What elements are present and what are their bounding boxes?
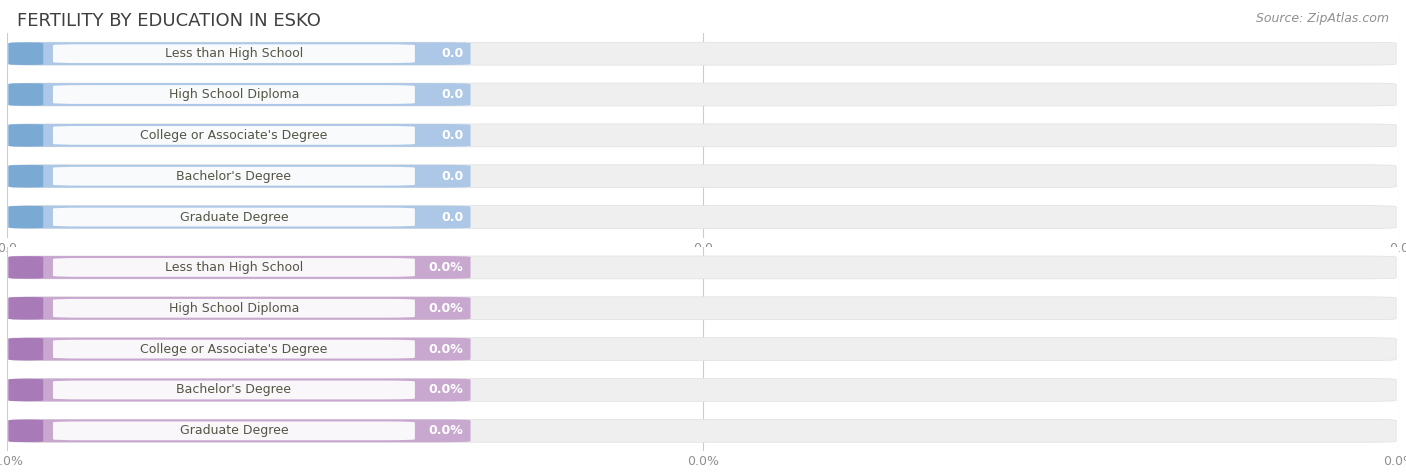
Text: College or Associate's Degree: College or Associate's Degree — [141, 342, 328, 356]
Text: 0.0%: 0.0% — [429, 302, 464, 315]
FancyBboxPatch shape — [10, 297, 1396, 320]
Text: 0.0%: 0.0% — [429, 342, 464, 356]
Text: 0.0%: 0.0% — [429, 424, 464, 437]
FancyBboxPatch shape — [10, 338, 1396, 361]
FancyBboxPatch shape — [8, 256, 44, 279]
Text: Source: ZipAtlas.com: Source: ZipAtlas.com — [1256, 12, 1389, 25]
Text: 0.0: 0.0 — [441, 47, 464, 60]
FancyBboxPatch shape — [10, 83, 1396, 106]
FancyBboxPatch shape — [8, 338, 44, 361]
Text: 0.0%: 0.0% — [429, 383, 464, 397]
FancyBboxPatch shape — [10, 42, 1396, 65]
FancyBboxPatch shape — [10, 379, 1396, 401]
FancyBboxPatch shape — [10, 206, 1396, 228]
Text: High School Diploma: High School Diploma — [169, 88, 299, 101]
FancyBboxPatch shape — [8, 379, 471, 401]
Text: Graduate Degree: Graduate Degree — [180, 424, 288, 437]
FancyBboxPatch shape — [53, 258, 415, 277]
Text: 0.0%: 0.0% — [429, 261, 464, 274]
FancyBboxPatch shape — [8, 419, 44, 442]
FancyBboxPatch shape — [8, 83, 471, 106]
FancyBboxPatch shape — [8, 338, 471, 361]
Text: Less than High School: Less than High School — [165, 261, 304, 274]
Text: 0.0: 0.0 — [441, 129, 464, 142]
Text: Less than High School: Less than High School — [165, 47, 304, 60]
FancyBboxPatch shape — [8, 297, 44, 320]
FancyBboxPatch shape — [8, 206, 44, 228]
FancyBboxPatch shape — [8, 42, 44, 65]
FancyBboxPatch shape — [10, 256, 1396, 279]
FancyBboxPatch shape — [53, 44, 415, 63]
FancyBboxPatch shape — [53, 299, 415, 318]
Text: 0.0: 0.0 — [441, 88, 464, 101]
FancyBboxPatch shape — [8, 256, 471, 279]
Text: Bachelor's Degree: Bachelor's Degree — [176, 383, 291, 397]
Text: Graduate Degree: Graduate Degree — [180, 210, 288, 224]
FancyBboxPatch shape — [10, 124, 1396, 147]
FancyBboxPatch shape — [8, 83, 44, 106]
Text: FERTILITY BY EDUCATION IN ESKO: FERTILITY BY EDUCATION IN ESKO — [17, 12, 321, 30]
FancyBboxPatch shape — [8, 206, 471, 228]
FancyBboxPatch shape — [8, 297, 471, 320]
FancyBboxPatch shape — [53, 421, 415, 440]
FancyBboxPatch shape — [53, 126, 415, 145]
Text: College or Associate's Degree: College or Associate's Degree — [141, 129, 328, 142]
Text: 0.0: 0.0 — [441, 210, 464, 224]
FancyBboxPatch shape — [8, 419, 471, 442]
Text: 0.0: 0.0 — [441, 170, 464, 183]
FancyBboxPatch shape — [53, 340, 415, 359]
Text: High School Diploma: High School Diploma — [169, 302, 299, 315]
FancyBboxPatch shape — [8, 124, 44, 147]
FancyBboxPatch shape — [10, 419, 1396, 442]
FancyBboxPatch shape — [8, 42, 471, 65]
FancyBboxPatch shape — [53, 208, 415, 227]
FancyBboxPatch shape — [53, 85, 415, 104]
FancyBboxPatch shape — [53, 380, 415, 399]
FancyBboxPatch shape — [8, 124, 471, 147]
FancyBboxPatch shape — [53, 167, 415, 186]
FancyBboxPatch shape — [10, 165, 1396, 188]
FancyBboxPatch shape — [8, 165, 471, 188]
Text: Bachelor's Degree: Bachelor's Degree — [176, 170, 291, 183]
FancyBboxPatch shape — [8, 165, 44, 188]
FancyBboxPatch shape — [8, 379, 44, 401]
